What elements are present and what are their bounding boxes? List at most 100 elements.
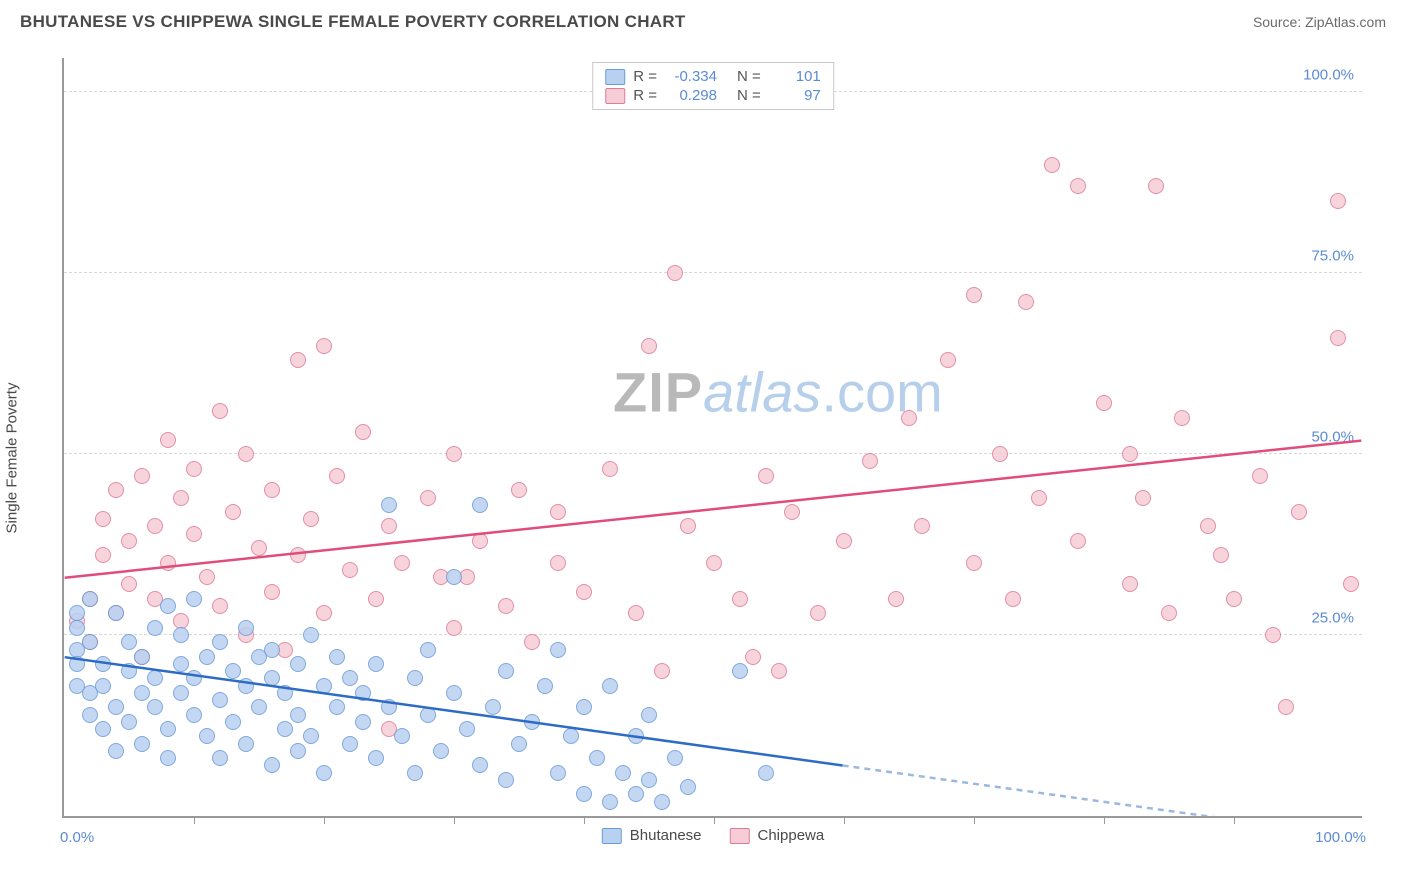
- chippewa-point: [498, 598, 514, 614]
- chippewa-point: [212, 403, 228, 419]
- chippewa-point: [732, 591, 748, 607]
- chippewa-point: [303, 511, 319, 527]
- x-tick: [324, 816, 325, 824]
- chippewa-point: [901, 410, 917, 426]
- chippewa-point: [966, 287, 982, 303]
- watermark: ZIPatlas.com: [613, 359, 943, 424]
- chippewa-point: [810, 605, 826, 621]
- bhutanese-point: [134, 649, 150, 665]
- bhutanese-point: [589, 750, 605, 766]
- chippewa-point: [1200, 518, 1216, 534]
- chippewa-point: [511, 482, 527, 498]
- source-label: Source: ZipAtlas.com: [1253, 14, 1386, 30]
- bhutanese-point: [290, 707, 306, 723]
- bhutanese-point: [368, 750, 384, 766]
- bhutanese-point: [667, 750, 683, 766]
- bhutanese-point: [134, 736, 150, 752]
- chippewa-point: [342, 562, 358, 578]
- x-min-label: 0.0%: [60, 829, 94, 846]
- bhutanese-point: [446, 569, 462, 585]
- chippewa-point: [1135, 490, 1151, 506]
- bhutanese-point: [238, 678, 254, 694]
- correlation-row-chippewa: R = 0.298 N = 97: [605, 86, 821, 105]
- bhutanese-point: [472, 497, 488, 513]
- chippewa-point: [95, 511, 111, 527]
- watermark-dotcom: .com: [821, 360, 942, 423]
- chippewa-point: [95, 547, 111, 563]
- chippewa-point: [147, 518, 163, 534]
- n-label: N =: [737, 87, 761, 104]
- bhutanese-point: [407, 670, 423, 686]
- chippewa-point: [290, 352, 306, 368]
- bhutanese-point: [368, 656, 384, 672]
- chippewa-point: [316, 338, 332, 354]
- x-tick: [1104, 816, 1105, 824]
- bhutanese-point: [758, 765, 774, 781]
- swatch-bhutanese-icon: [602, 828, 622, 844]
- bhutanese-point: [654, 794, 670, 810]
- chippewa-point: [472, 533, 488, 549]
- bhutanese-point: [290, 656, 306, 672]
- bhutanese-point: [186, 707, 202, 723]
- swatch-chippewa-icon: [605, 88, 625, 104]
- chippewa-point: [121, 576, 137, 592]
- chippewa-point: [316, 605, 332, 621]
- chippewa-point: [1031, 490, 1047, 506]
- legend-item-bhutanese: Bhutanese: [602, 827, 702, 844]
- bhutanese-point: [355, 714, 371, 730]
- chippewa-point: [758, 468, 774, 484]
- legend-label-bhutanese: Bhutanese: [630, 827, 702, 844]
- chippewa-point: [1044, 157, 1060, 173]
- bhutanese-point: [641, 707, 657, 723]
- bhutanese-point: [459, 721, 475, 737]
- bhutanese-point: [472, 757, 488, 773]
- bhutanese-point: [95, 656, 111, 672]
- chippewa-point: [1148, 178, 1164, 194]
- chippewa-point: [225, 504, 241, 520]
- bhutanese-point: [69, 605, 85, 621]
- bhutanese-point: [108, 699, 124, 715]
- bhutanese-point: [550, 765, 566, 781]
- x-tick: [194, 816, 195, 824]
- bhutanese-point: [381, 497, 397, 513]
- bhutanese-point: [433, 743, 449, 759]
- bhutanese-point: [186, 670, 202, 686]
- chippewa-point: [576, 584, 592, 600]
- bhutanese-point: [160, 750, 176, 766]
- bhutanese-point: [329, 649, 345, 665]
- bhutanese-point: [615, 765, 631, 781]
- bhutanese-point: [303, 627, 319, 643]
- bhutanese-point: [199, 728, 215, 744]
- chippewa-point: [394, 555, 410, 571]
- chippewa-point: [628, 605, 644, 621]
- bhutanese-point: [147, 699, 163, 715]
- chippewa-point: [1343, 576, 1359, 592]
- chippewa-point: [264, 584, 280, 600]
- y-tick-label: 25.0%: [1311, 610, 1354, 627]
- bhutanese-point: [225, 663, 241, 679]
- chippewa-point: [186, 526, 202, 542]
- chippewa-point: [1213, 547, 1229, 563]
- bhutanese-point: [82, 634, 98, 650]
- bhutanese-point: [563, 728, 579, 744]
- chippewa-point: [1330, 330, 1346, 346]
- y-tick-label: 50.0%: [1311, 429, 1354, 446]
- bhutanese-point: [576, 699, 592, 715]
- bhutanese-point: [82, 707, 98, 723]
- x-tick: [1234, 816, 1235, 824]
- bhutanese-point: [303, 728, 319, 744]
- chippewa-point: [667, 265, 683, 281]
- chippewa-point: [745, 649, 761, 665]
- bhutanese-point: [108, 743, 124, 759]
- bhutanese-point: [602, 794, 618, 810]
- chippewa-point: [134, 468, 150, 484]
- bhutanese-point: [498, 663, 514, 679]
- bhutanese-point: [524, 714, 540, 730]
- chippewa-point: [1070, 533, 1086, 549]
- watermark-zip: ZIP: [613, 360, 703, 423]
- r-label: R =: [633, 68, 657, 85]
- bhutanese-point: [420, 642, 436, 658]
- correlation-row-bhutanese: R = -0.334 N = 101: [605, 67, 821, 86]
- bhutanese-point: [95, 721, 111, 737]
- bhutanese-point: [628, 786, 644, 802]
